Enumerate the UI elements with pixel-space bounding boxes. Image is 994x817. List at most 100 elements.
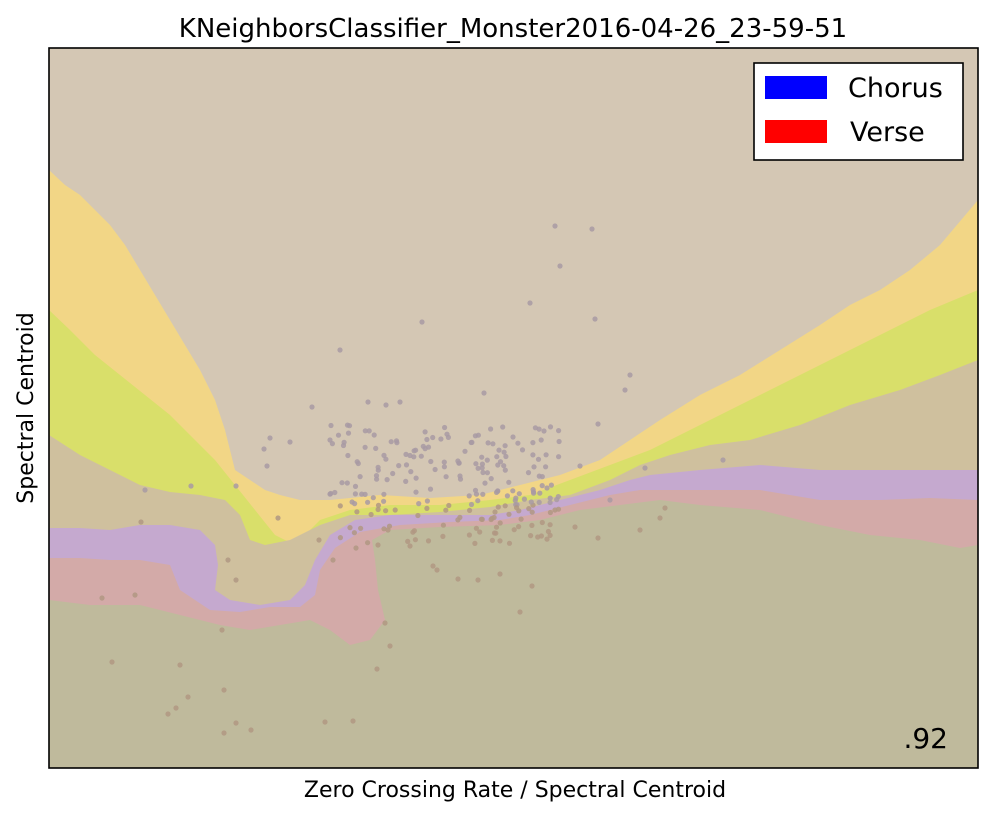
scatter-point bbox=[375, 542, 381, 548]
scatter-point bbox=[497, 571, 503, 577]
scatter-point bbox=[515, 440, 521, 446]
scatter-point bbox=[438, 436, 444, 442]
scatter-point bbox=[545, 528, 552, 535]
scatter-point bbox=[248, 727, 254, 733]
scatter-point bbox=[344, 480, 350, 486]
scatter-point bbox=[503, 453, 509, 460]
scatter-point bbox=[337, 535, 343, 541]
scatter-point bbox=[387, 643, 393, 649]
scatter-point bbox=[440, 533, 446, 540]
plot-frame bbox=[48, 47, 979, 769]
scatter-point bbox=[556, 428, 562, 434]
scatter-point bbox=[475, 465, 481, 471]
scatter-point bbox=[332, 489, 338, 496]
scatter-point bbox=[720, 457, 726, 463]
scatter-point bbox=[502, 443, 508, 449]
scatter-point bbox=[527, 300, 533, 306]
scatter-point bbox=[466, 493, 472, 499]
scatter-point bbox=[530, 452, 536, 458]
scatter-point bbox=[403, 478, 409, 484]
scatter-point bbox=[362, 428, 368, 434]
scatter-point bbox=[443, 507, 449, 513]
scatter-point bbox=[261, 446, 267, 452]
scatter-point bbox=[478, 516, 484, 522]
scatter-point bbox=[185, 694, 191, 700]
scatter-point bbox=[501, 449, 507, 455]
scatter-point bbox=[607, 497, 613, 503]
scatter-point bbox=[287, 439, 293, 445]
scatter-point bbox=[494, 454, 500, 460]
scatter-point bbox=[530, 440, 536, 446]
scatter-point bbox=[233, 483, 239, 489]
scatter-point bbox=[219, 627, 225, 633]
scatter-point bbox=[408, 469, 414, 475]
scatter-point bbox=[518, 516, 524, 522]
scatter-point bbox=[350, 718, 356, 724]
scatter-point bbox=[328, 422, 334, 429]
scatter-point bbox=[495, 504, 501, 510]
scatter-point bbox=[416, 501, 422, 507]
scatter-point bbox=[547, 509, 554, 516]
scatter-point bbox=[457, 476, 464, 482]
scatter-point bbox=[390, 470, 396, 477]
scatter-point bbox=[352, 483, 359, 489]
scatter-point bbox=[506, 511, 512, 517]
scatter-point bbox=[500, 424, 506, 430]
scatter-point bbox=[516, 491, 522, 497]
scatter-point bbox=[526, 506, 532, 512]
scatter-point bbox=[516, 524, 522, 530]
legend-label-chorus: Chorus bbox=[848, 73, 943, 104]
scatter-point bbox=[479, 465, 485, 471]
scatter-point bbox=[352, 491, 358, 497]
scatter-point bbox=[173, 705, 179, 711]
scatter-point bbox=[388, 439, 394, 445]
scatter-point bbox=[419, 319, 425, 325]
scatter-point bbox=[99, 595, 105, 601]
scatter-point bbox=[264, 463, 270, 469]
scatter-point bbox=[555, 506, 562, 512]
scatter-point bbox=[412, 537, 418, 543]
scatter-point bbox=[539, 519, 545, 526]
scatter-point bbox=[381, 491, 387, 497]
scatter-point bbox=[354, 459, 360, 465]
scatter-point bbox=[501, 463, 507, 469]
scatter-point bbox=[490, 441, 496, 447]
scatter-point bbox=[536, 473, 542, 479]
scatter-point bbox=[221, 687, 227, 693]
scatter-point bbox=[381, 498, 387, 504]
scatter-point bbox=[468, 501, 475, 508]
scatter-point bbox=[357, 474, 363, 480]
scatter-point bbox=[233, 577, 239, 583]
scatter-point bbox=[475, 577, 481, 583]
scatter-point bbox=[405, 538, 411, 545]
scatter-point bbox=[462, 448, 468, 454]
scatter-point bbox=[309, 404, 315, 410]
scatter-point bbox=[411, 448, 417, 454]
scatter-point bbox=[455, 458, 461, 464]
scatter-point bbox=[544, 536, 550, 542]
scatter-point bbox=[493, 524, 500, 530]
scatter-point bbox=[441, 459, 447, 465]
scatter-point bbox=[366, 428, 372, 434]
scatter-point bbox=[365, 399, 371, 405]
scatter-point bbox=[382, 620, 388, 626]
scatter-point bbox=[554, 497, 560, 503]
scatter-point bbox=[267, 435, 273, 441]
accuracy-score: .92 bbox=[903, 722, 948, 755]
scatter-point bbox=[485, 440, 491, 446]
scatter-point bbox=[413, 489, 419, 495]
scatter-point bbox=[538, 437, 544, 443]
scatter-point bbox=[428, 458, 434, 465]
scatter-point bbox=[109, 659, 115, 665]
scatter-point bbox=[496, 447, 502, 453]
plot-area bbox=[49, 48, 978, 768]
scatter-point bbox=[510, 434, 516, 440]
scatter-point bbox=[475, 432, 481, 438]
scatter-point bbox=[434, 567, 440, 573]
scatter-point bbox=[511, 527, 517, 533]
scatter-point bbox=[657, 515, 663, 521]
scatter-point bbox=[504, 493, 510, 499]
region-olive-island bbox=[400, 585, 416, 600]
scatter-point bbox=[488, 426, 494, 432]
